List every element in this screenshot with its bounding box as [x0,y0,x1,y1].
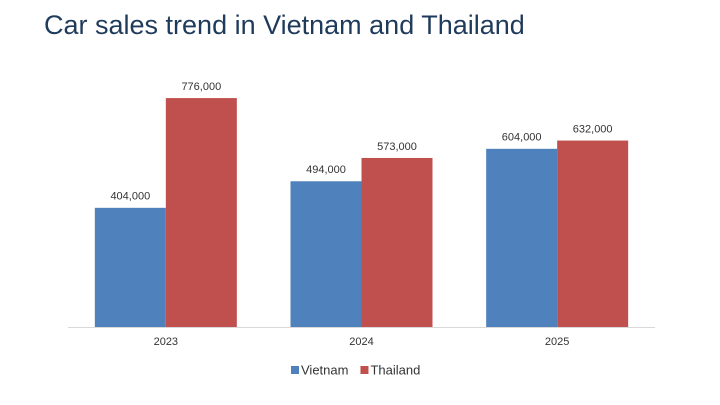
bar [165,98,237,327]
bar [361,157,433,327]
legend-label: Thailand [370,362,420,377]
chart-title: Car sales trend in Vietnam and Thailand [44,10,525,40]
data-label: 573,000 [377,141,417,153]
legend-swatch [360,366,369,374]
data-label: 604,000 [502,132,542,144]
data-label: 776,000 [181,81,221,93]
data-label: 632,000 [573,123,613,135]
legend-swatch [291,366,299,374]
x-tick-label: 2024 [349,336,373,348]
data-label: 494,000 [306,164,346,176]
bar [94,207,166,327]
bar [557,140,629,327]
x-tick-label: 2023 [154,336,178,348]
bar [486,148,558,327]
data-label: 404,000 [110,191,150,203]
x-tick-label: 2025 [545,336,569,348]
bar [290,181,362,327]
legend-label: Vietnam [301,362,348,377]
